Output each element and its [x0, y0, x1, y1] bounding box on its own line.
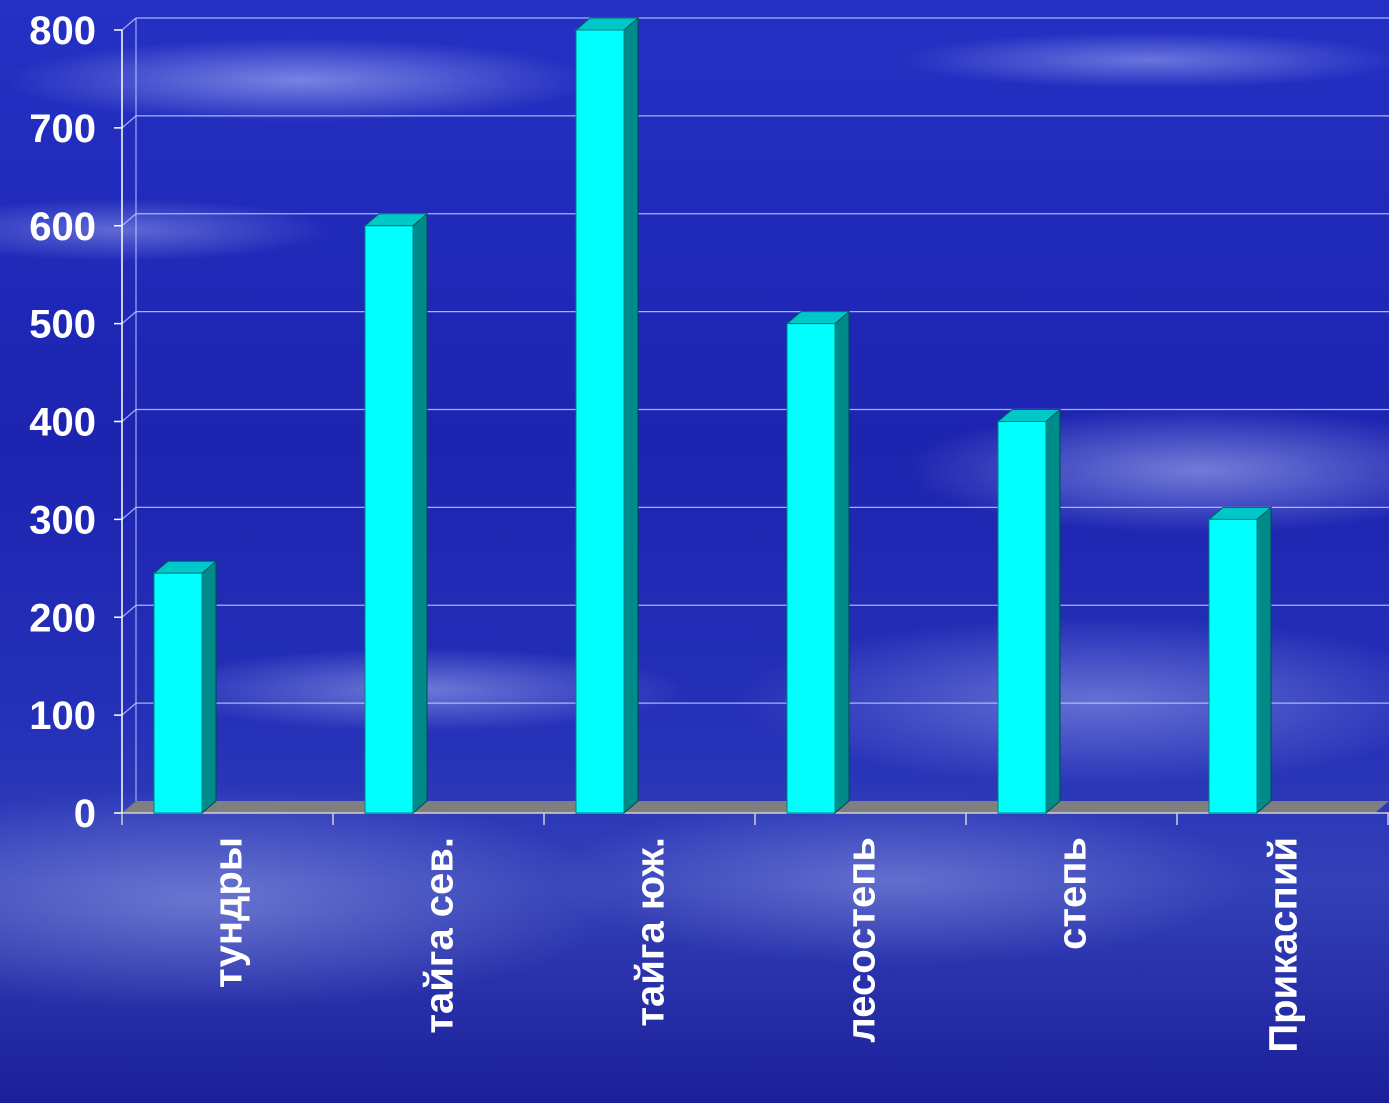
y-tick-label: 700	[29, 107, 96, 151]
gridline-side	[121, 409, 137, 422]
bar-side	[834, 310, 850, 815]
bar-side	[201, 560, 217, 815]
bar	[1208, 518, 1258, 814]
bar-side	[1256, 506, 1272, 815]
y-tick-label: 100	[29, 694, 96, 738]
y-tick-label: 200	[29, 596, 96, 640]
bar-side	[623, 16, 639, 815]
gridline-side	[121, 702, 137, 716]
bar	[575, 29, 625, 814]
gridline-side	[121, 17, 137, 31]
y-tick-label: 300	[29, 498, 96, 542]
y-tick-label: 600	[29, 205, 96, 249]
x-tick-label: тундры	[207, 837, 251, 988]
bar	[364, 225, 414, 814]
gridline-side	[121, 506, 137, 520]
bar	[153, 572, 203, 814]
bar-side	[412, 212, 428, 815]
gridline-side	[121, 213, 137, 227]
y-tick-label: 500	[29, 303, 96, 347]
x-tick-label: тайга сев.	[418, 837, 462, 1034]
x-tick-label: степь	[1051, 837, 1095, 950]
y-tick-label: 400	[29, 401, 96, 445]
y-tick-label: 800	[29, 9, 96, 53]
x-tick-label: тайга юж.	[629, 837, 673, 1027]
bar	[786, 323, 836, 814]
gridline-side	[121, 311, 137, 325]
chart-floor	[122, 801, 1389, 813]
x-tick-label: лесостепь	[840, 837, 884, 1043]
bar-side	[1045, 408, 1061, 815]
bar	[997, 421, 1047, 814]
gridline-side	[121, 115, 137, 129]
y-tick-label: 0	[74, 792, 96, 836]
x-tick-label: Прикаспий	[1262, 837, 1306, 1053]
gridline-side	[121, 604, 137, 618]
